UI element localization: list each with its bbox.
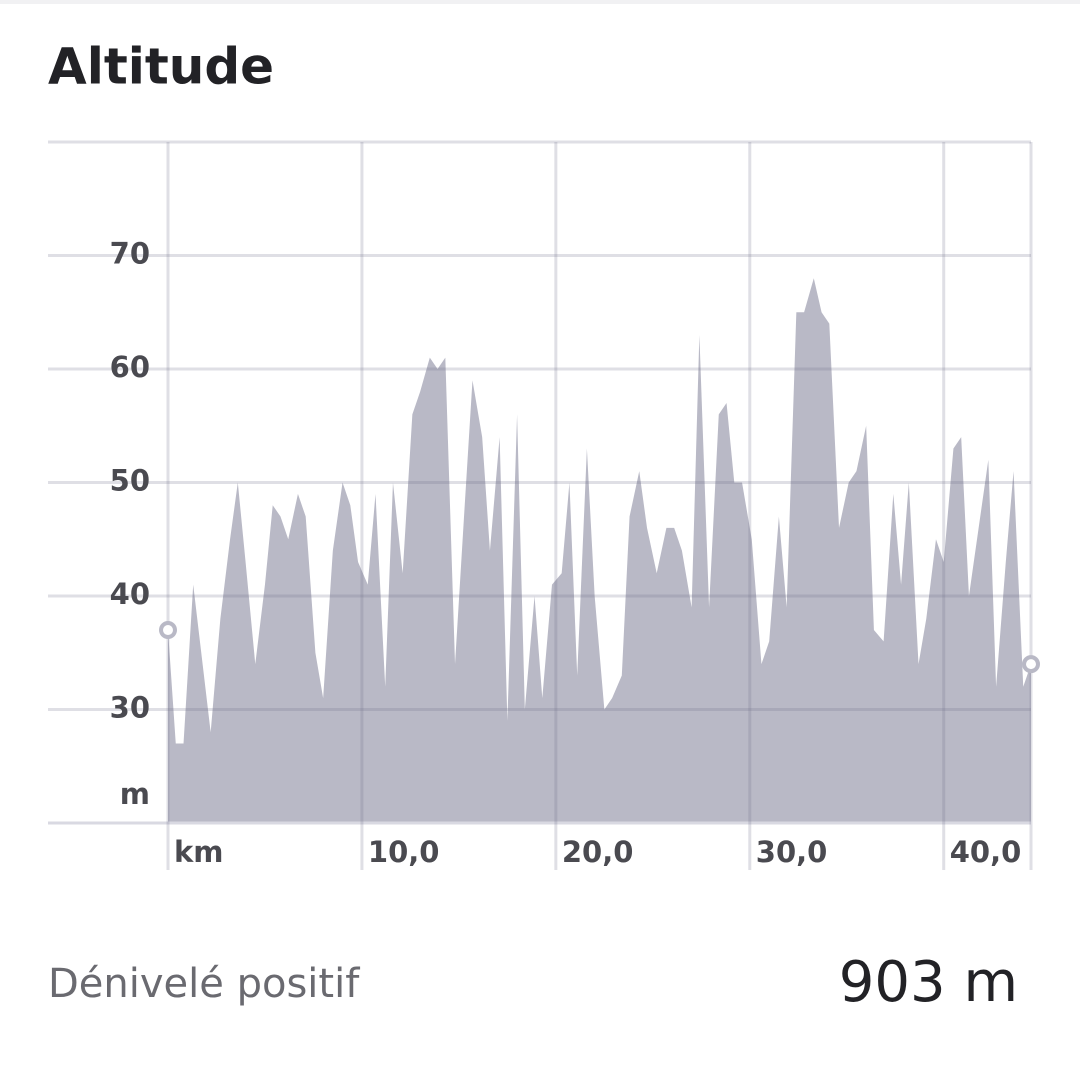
y-tick-label: 70 xyxy=(110,237,150,271)
y-tick-label: 60 xyxy=(110,350,150,384)
x-tick-label: km xyxy=(174,835,224,869)
summary-value: 903 m xyxy=(839,950,1018,1015)
altitude-area xyxy=(168,278,1031,823)
endpoint-marker xyxy=(1022,655,1040,674)
y-tick-label: 40 xyxy=(110,577,150,611)
summary-label: Dénivelé positif xyxy=(48,961,360,1007)
x-tick-label: 20,0 xyxy=(562,835,634,869)
x-tick-label: 40,0 xyxy=(950,835,1022,869)
y-tick-label: 30 xyxy=(110,691,150,725)
x-tick-label: 10,0 xyxy=(368,835,440,869)
top-divider xyxy=(0,0,1080,4)
x-tick-label: 30,0 xyxy=(756,835,828,869)
y-tick-label: 50 xyxy=(110,464,150,498)
chart-title: Altitude xyxy=(48,38,274,96)
endpoint-marker xyxy=(159,621,177,640)
y-unit-label: m xyxy=(120,777,150,811)
